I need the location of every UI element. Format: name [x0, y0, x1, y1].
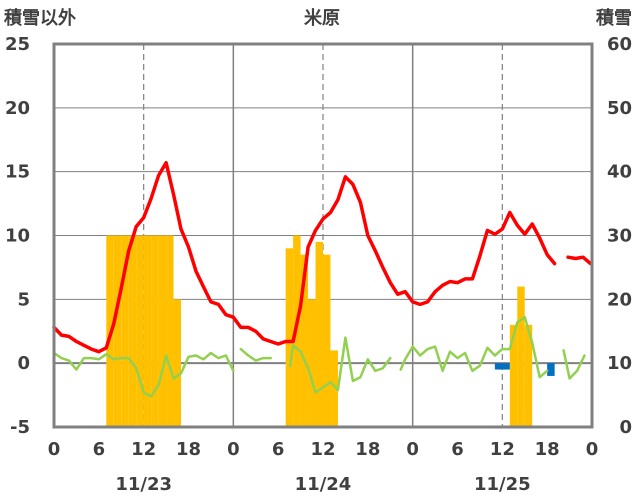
left-axis-title: 積雪以外: [3, 7, 76, 29]
snow_depth-bar: [166, 235, 174, 427]
snow_depth-bar: [517, 286, 525, 427]
snow_depth-bar: [121, 235, 129, 427]
right-tick-label: 30: [607, 226, 632, 247]
left-tick-label: 15: [5, 162, 30, 183]
snow_depth-bar: [323, 254, 331, 427]
negative_bar-bar: [547, 363, 555, 376]
right-tick-label: 50: [607, 98, 632, 119]
snow_depth-bar: [143, 235, 152, 427]
snow_depth-bar: [315, 241, 323, 427]
x-tick-label: 18: [176, 439, 201, 460]
temperature-line: [52, 160, 557, 354]
green_line-line: [288, 336, 392, 394]
negative_bar-bar: [494, 363, 503, 370]
right-tick-label: 60: [607, 34, 632, 55]
x-tick-label: 0: [227, 439, 240, 460]
date-label: 11/24: [295, 474, 352, 495]
left-tick-label: 10: [5, 226, 30, 247]
green_line-line: [399, 315, 549, 379]
x-tick-label: 12: [310, 439, 335, 460]
snow_depth-bar: [509, 324, 518, 427]
date-label: 11/25: [474, 474, 531, 495]
snow_depth-bar: [300, 254, 309, 427]
x-tick-label: 6: [451, 439, 464, 460]
x-tick-label: 12: [131, 439, 156, 460]
snow_depth-bar: [308, 299, 316, 427]
left-tick-label: 0: [17, 353, 30, 374]
right-tick-label: 10: [607, 353, 632, 374]
x-tick-label: 0: [48, 439, 61, 460]
x-tick-label: 6: [93, 439, 106, 460]
left-tick-label: 25: [5, 34, 30, 55]
green_line-line: [52, 351, 235, 398]
snow_depth-bar: [113, 235, 122, 427]
temperature-line: [566, 255, 593, 266]
left-tick-label: 5: [17, 289, 30, 310]
x-tick-label: 0: [586, 439, 599, 460]
plot-border: [52, 42, 594, 429]
left-tick-label: 20: [5, 98, 30, 119]
snow_depth-bar: [330, 350, 338, 427]
right-tick-label: 20: [607, 289, 632, 310]
left-tick-label: -5: [10, 417, 30, 438]
snow_depth-bar: [173, 299, 182, 427]
green_line-line: [239, 347, 272, 362]
snow_depth-bar: [151, 235, 159, 427]
snow_depth-bar: [285, 248, 294, 427]
bar-layer: [106, 235, 555, 427]
x-tick-label: 18: [535, 439, 560, 460]
chart-title: 米原: [304, 7, 340, 29]
right-tick-label: 0: [619, 417, 632, 438]
snow_depth-bar: [158, 235, 167, 427]
x-tick-label: 18: [355, 439, 380, 460]
x-tick-label: 12: [490, 439, 515, 460]
snow_depth-bar: [128, 235, 137, 427]
green_line-line: [562, 349, 586, 380]
right-axis-title: 積雪: [595, 7, 632, 29]
date-label: 11/23: [115, 474, 172, 495]
snow_depth-bar: [136, 235, 144, 427]
negative_bar-bar: [502, 363, 510, 370]
x-tick-label: 0: [406, 439, 419, 460]
right-tick-label: 40: [607, 162, 632, 183]
plot-frame: [52, 42, 594, 429]
x-tick-label: 6: [272, 439, 285, 460]
snow_depth-bar: [524, 324, 533, 427]
